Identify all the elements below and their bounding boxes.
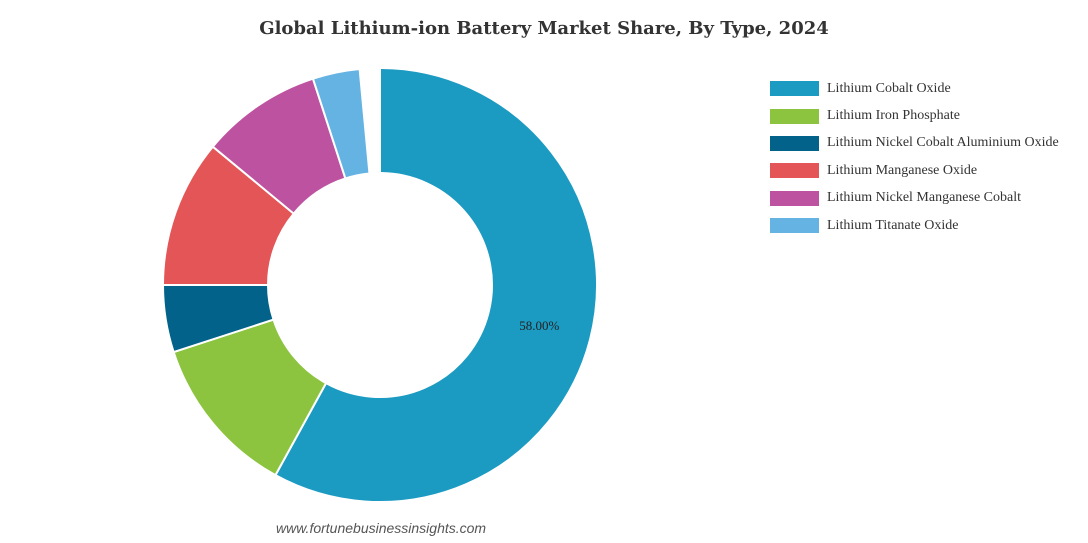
donut-data-labels: 58.00% (519, 318, 559, 333)
legend-label: Lithium Cobalt Oxide (827, 80, 951, 96)
legend-item[interactable]: Lithium Manganese Oxide (770, 157, 1059, 184)
legend: Lithium Cobalt Oxide Lithium Iron Phospha… (770, 75, 1059, 239)
legend-item[interactable]: Lithium Iron Phosphate (770, 102, 1059, 129)
source-watermark: www.fortunebusinessinsights.com (276, 520, 487, 536)
legend-swatch (770, 218, 819, 234)
legend-swatch (770, 190, 819, 206)
data-label: 58.00% (519, 318, 559, 333)
legend-item[interactable]: Lithium Nickel Manganese Cobalt (770, 185, 1059, 212)
legend-item[interactable]: Lithium Nickel Cobalt Aluminium Oxide (770, 130, 1059, 157)
legend-label: Lithium Nickel Manganese Cobalt (827, 190, 1022, 206)
legend-swatch (770, 108, 819, 124)
legend-swatch (770, 135, 819, 151)
slice-lithium-titanate-oxide[interactable] (311, 67, 371, 180)
legend-label: Lithium Iron Phosphate (827, 108, 960, 124)
legend-label: Lithium Titanate Oxide (827, 217, 959, 233)
donut-slices (161, 66, 598, 503)
chart-title: Global Lithium-ion Battery Market Share,… (259, 18, 829, 39)
legend-item[interactable]: Lithium Cobalt Oxide (770, 75, 1059, 102)
legend-swatch (770, 163, 819, 179)
donut-chart: 58.00% (161, 66, 598, 503)
legend-item[interactable]: Lithium Titanate Oxide (770, 212, 1059, 239)
legend-label: Lithium Nickel Cobalt Aluminium Oxide (827, 135, 1059, 151)
legend-swatch (770, 81, 819, 97)
slice-lithium-cobalt-oxide[interactable] (274, 66, 598, 503)
legend-label: Lithium Manganese Oxide (827, 162, 978, 178)
